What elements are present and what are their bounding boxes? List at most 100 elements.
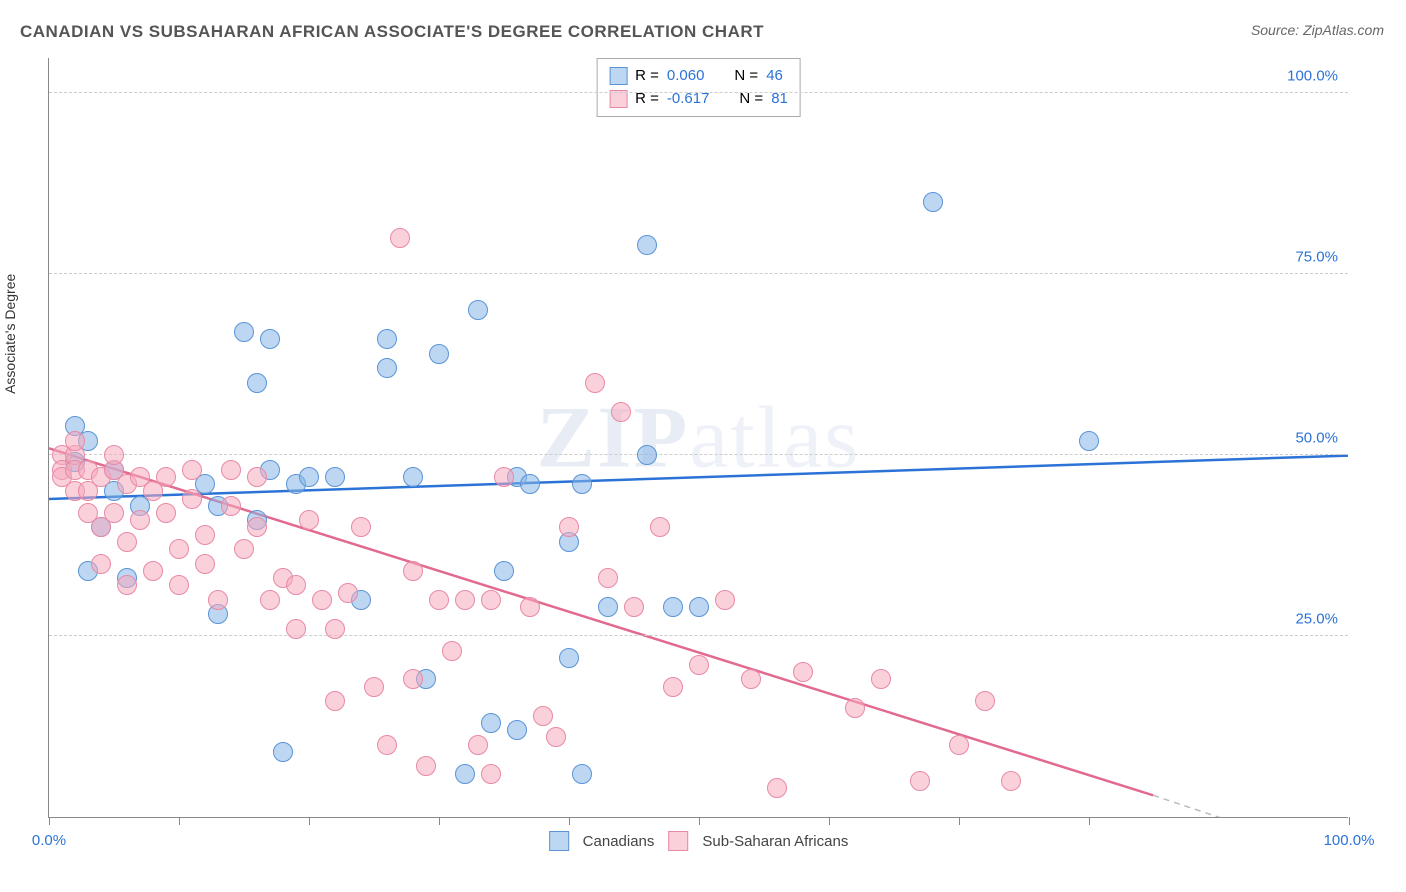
r-value-canadians: 0.060 (667, 65, 705, 88)
scatter-point (273, 742, 293, 762)
scatter-point (689, 597, 709, 617)
scatter-point (247, 373, 267, 393)
n-value-canadians: 46 (766, 65, 783, 88)
scatter-point (208, 590, 228, 610)
legend-swatch-subsaharan (668, 831, 688, 851)
scatter-point (377, 358, 397, 378)
scatter-point (338, 583, 358, 603)
scatter-point (104, 445, 124, 465)
scatter-point (455, 590, 475, 610)
scatter-point (689, 655, 709, 675)
scatter-point (598, 597, 618, 617)
scatter-point (598, 568, 618, 588)
r-value-subsaharan: -0.617 (667, 88, 710, 111)
scatter-point (182, 489, 202, 509)
scatter-point (923, 192, 943, 212)
scatter-point (871, 669, 891, 689)
gridline (49, 92, 1348, 93)
scatter-point (377, 735, 397, 755)
source-attribution: Source: ZipAtlas.com (1251, 22, 1384, 38)
legend-label-canadians: Canadians (583, 833, 655, 850)
r-label: R = (635, 88, 659, 111)
scatter-point (195, 554, 215, 574)
scatter-point (299, 467, 319, 487)
scatter-point (559, 648, 579, 668)
scatter-point (494, 561, 514, 581)
scatter-point (650, 517, 670, 537)
x-tick (1089, 817, 1090, 825)
legend-stats-row-subsaharan: R = -0.617 N = 81 (609, 88, 788, 111)
scatter-point (481, 590, 501, 610)
legend-label-subsaharan: Sub-Saharan Africans (702, 833, 848, 850)
scatter-point (416, 756, 436, 776)
scatter-point (507, 720, 527, 740)
scatter-point (325, 691, 345, 711)
y-tick-label: 100.0% (1287, 68, 1338, 85)
scatter-point (546, 727, 566, 747)
scatter-point (247, 517, 267, 537)
scatter-point (130, 510, 150, 530)
n-label: N = (734, 65, 758, 88)
scatter-point (845, 698, 865, 718)
gridline (49, 454, 1348, 455)
scatter-point (442, 641, 462, 661)
gridline (49, 635, 1348, 636)
chart-container: CANADIAN VS SUBSAHARAN AFRICAN ASSOCIATE… (0, 0, 1406, 892)
x-tick (1349, 817, 1350, 825)
scatter-point (195, 525, 215, 545)
scatter-point (182, 460, 202, 480)
scatter-point (403, 467, 423, 487)
scatter-point (260, 590, 280, 610)
scatter-point (910, 771, 930, 791)
y-tick-label: 25.0% (1295, 611, 1338, 628)
legend-series: Canadians Sub-Saharan Africans (549, 831, 849, 851)
x-tick (959, 817, 960, 825)
scatter-point (624, 597, 644, 617)
chart-title: CANADIAN VS SUBSAHARAN AFRICAN ASSOCIATE… (20, 22, 764, 42)
n-label: N = (739, 88, 763, 111)
legend-swatch-canadians (549, 831, 569, 851)
scatter-point (585, 373, 605, 393)
scatter-point (767, 778, 787, 798)
scatter-point (429, 344, 449, 364)
scatter-point (65, 431, 85, 451)
scatter-point (390, 228, 410, 248)
r-label: R = (635, 65, 659, 88)
x-tick-label: 100.0% (1324, 832, 1375, 849)
scatter-point (104, 503, 124, 523)
gridline (49, 273, 1348, 274)
scatter-point (299, 510, 319, 530)
legend-stats: R = 0.060 N = 46 R = -0.617 N = 81 (596, 58, 801, 117)
scatter-point (260, 329, 280, 349)
x-tick (569, 817, 570, 825)
scatter-point (156, 503, 176, 523)
x-tick (179, 817, 180, 825)
scatter-point (286, 619, 306, 639)
scatter-point (403, 669, 423, 689)
legend-swatch-canadians (609, 67, 627, 85)
scatter-point (351, 517, 371, 537)
x-tick-label: 0.0% (32, 832, 66, 849)
scatter-point (117, 575, 137, 595)
scatter-point (949, 735, 969, 755)
scatter-point (468, 300, 488, 320)
scatter-point (494, 467, 514, 487)
scatter-point (663, 677, 683, 697)
scatter-point (663, 597, 683, 617)
scatter-point (715, 590, 735, 610)
x-tick (309, 817, 310, 825)
scatter-point (91, 554, 111, 574)
scatter-point (468, 735, 488, 755)
scatter-point (481, 764, 501, 784)
scatter-point (572, 764, 592, 784)
scatter-point (234, 539, 254, 559)
scatter-point (156, 467, 176, 487)
x-tick (699, 817, 700, 825)
scatter-point (403, 561, 423, 581)
scatter-point (247, 467, 267, 487)
scatter-point (611, 402, 631, 422)
scatter-point (364, 677, 384, 697)
scatter-point (572, 474, 592, 494)
scatter-point (234, 322, 254, 342)
x-tick (829, 817, 830, 825)
